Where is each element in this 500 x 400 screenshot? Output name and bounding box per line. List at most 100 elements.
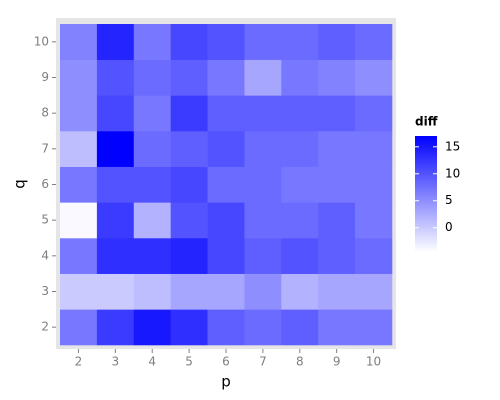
heat-cell bbox=[60, 131, 98, 167]
heat-cell bbox=[318, 238, 356, 274]
y-tick-label: 6 bbox=[41, 177, 49, 191]
heat-cell bbox=[318, 24, 356, 60]
heat-cell bbox=[244, 273, 282, 310]
heat-cell bbox=[170, 59, 208, 96]
heat-cell bbox=[207, 202, 245, 239]
heat-cell bbox=[318, 273, 356, 310]
y-axis-title: q bbox=[11, 179, 29, 189]
heat-cell bbox=[170, 24, 208, 60]
heat-cell bbox=[96, 59, 135, 96]
y-tick-label: 2 bbox=[41, 320, 49, 334]
colorbar-tick-label: 10 bbox=[445, 166, 460, 180]
heat-cell bbox=[133, 273, 171, 310]
heat-cell bbox=[60, 24, 98, 60]
colorbar-tick-label: 0 bbox=[445, 220, 453, 234]
heat-cell bbox=[60, 309, 98, 346]
heat-cell bbox=[355, 309, 393, 346]
x-tick-label: 6 bbox=[222, 355, 230, 369]
legend-title: diff bbox=[415, 115, 438, 129]
y-tick-label: 5 bbox=[41, 213, 49, 227]
heat-cell bbox=[355, 131, 393, 167]
heat-cell bbox=[133, 309, 171, 346]
heat-cell bbox=[207, 273, 245, 310]
x-tick-label: 10 bbox=[366, 355, 381, 369]
heat-cell bbox=[60, 166, 98, 203]
heat-cell bbox=[170, 273, 208, 310]
heat-cell bbox=[244, 59, 282, 96]
heat-cell bbox=[170, 238, 208, 274]
y-tick-label: 10 bbox=[34, 34, 49, 48]
heat-cell bbox=[133, 24, 171, 60]
y-tick-label: 4 bbox=[41, 248, 49, 262]
heat-cell bbox=[244, 202, 282, 239]
heat-cell bbox=[96, 309, 135, 346]
heat-cell bbox=[281, 273, 319, 310]
heat-cell bbox=[207, 309, 245, 346]
heat-cell bbox=[207, 24, 245, 60]
heat-cell bbox=[170, 166, 208, 203]
heat-cell bbox=[355, 59, 393, 96]
heat-cell bbox=[318, 131, 356, 167]
heat-cell bbox=[281, 95, 319, 132]
heat-cell bbox=[133, 238, 171, 274]
heat-cell bbox=[281, 166, 319, 203]
heat-cell bbox=[96, 166, 135, 203]
colorbar bbox=[415, 136, 437, 252]
heat-cell bbox=[96, 273, 135, 310]
heat-cell bbox=[207, 166, 245, 203]
x-tick-label: 2 bbox=[75, 355, 83, 369]
heat-cell bbox=[318, 309, 356, 346]
heat-cell bbox=[244, 131, 282, 167]
heat-cell bbox=[133, 59, 171, 96]
heat-cell bbox=[281, 24, 319, 60]
heat-cell bbox=[96, 202, 135, 239]
heat-cell bbox=[318, 59, 356, 96]
heat-cell bbox=[355, 95, 393, 132]
heat-cell bbox=[207, 238, 245, 274]
heat-cell bbox=[244, 238, 282, 274]
heat-cell bbox=[244, 309, 282, 346]
heat-cell bbox=[60, 202, 98, 239]
heat-cell bbox=[281, 131, 319, 167]
heat-cell bbox=[207, 131, 245, 167]
heat-cell bbox=[244, 95, 282, 132]
heat-cell bbox=[60, 95, 98, 132]
heat-cell bbox=[133, 202, 171, 239]
heat-cell bbox=[355, 24, 393, 60]
heat-cell bbox=[60, 59, 98, 96]
heat-cell bbox=[60, 238, 98, 274]
heat-cell bbox=[355, 273, 393, 310]
x-tick-label: 5 bbox=[185, 355, 193, 369]
heat-cell bbox=[244, 166, 282, 203]
heat-cell bbox=[96, 131, 135, 167]
x-tick-label: 7 bbox=[259, 355, 267, 369]
heat-cell bbox=[244, 24, 282, 60]
heat-cell bbox=[133, 95, 171, 132]
heat-cell bbox=[281, 238, 319, 274]
heat-cell bbox=[170, 309, 208, 346]
heat-cell bbox=[355, 166, 393, 203]
heat-cell bbox=[170, 95, 208, 132]
heat-cell bbox=[355, 238, 393, 274]
heat-cell bbox=[318, 202, 356, 239]
heat-cell bbox=[207, 59, 245, 96]
heat-cell bbox=[281, 59, 319, 96]
heat-cell bbox=[170, 131, 208, 167]
heat-cell bbox=[133, 166, 171, 203]
y-tick-label: 8 bbox=[41, 106, 49, 120]
heat-cell bbox=[96, 95, 135, 132]
heat-cell bbox=[207, 95, 245, 132]
heat-cell bbox=[96, 24, 135, 60]
heat-cell bbox=[318, 95, 356, 132]
x-tick-label: 8 bbox=[296, 355, 304, 369]
y-tick-label: 9 bbox=[41, 70, 49, 84]
x-tick-label: 3 bbox=[112, 355, 120, 369]
heat-cell bbox=[133, 131, 171, 167]
colorbar-tick-label: 15 bbox=[445, 139, 460, 153]
heat-cell bbox=[96, 238, 135, 274]
heat-cell bbox=[318, 166, 356, 203]
y-tick-label: 7 bbox=[41, 141, 49, 155]
heat-cell bbox=[170, 202, 208, 239]
